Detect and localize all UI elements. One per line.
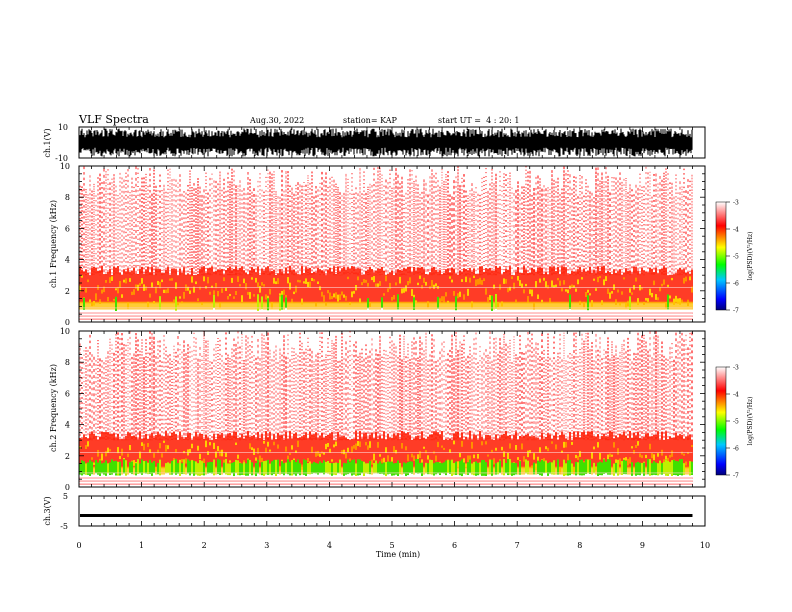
colorbar-tick-label: -5 (733, 419, 739, 426)
x-tick-labels: 0 1 2 3 4 5 6 7 8 9 10 (76, 541, 710, 550)
ch2-colorbar-gradient (715, 366, 727, 476)
x-tick-label: 0 (76, 541, 81, 550)
ch2-spectrogram-image (79, 331, 693, 486)
ch2-colorbar: -3 -4 -5 -6 -7 log(PSD)(V²/Hz) (715, 365, 754, 480)
x-tick-label: 5 (389, 541, 394, 550)
colorbar-tick-label: -6 (733, 446, 739, 453)
ch1-waveform-ylabel: ch.1(V) (43, 128, 52, 157)
x-tick-label: 4 (327, 541, 332, 550)
start-time-label: start UT = 4 : 20: 1 (438, 116, 519, 125)
ch2-spectrogram-xticks (78, 331, 706, 487)
colorbar-tick-label: -6 (733, 281, 739, 288)
figure-title: VLF Spectra (78, 113, 149, 126)
y-tick-label: 2 (65, 287, 70, 296)
y-tick-label: 4 (65, 421, 70, 430)
y-tick-label: 0 (65, 318, 70, 327)
ch3-waveform-ylabel: ch.3(V) (43, 496, 52, 525)
ch3-waveform-ytick-top: 5 (63, 492, 68, 501)
ch3-waveform-ytick-bottom: -5 (60, 522, 68, 531)
x-tick-label: 1 (139, 541, 144, 550)
ch1-waveform-path (79, 128, 693, 157)
ch1-spectrogram-yticks: 0 2 4 6 8 10 (60, 162, 705, 327)
x-tick-label: 2 (202, 541, 207, 550)
ch3-waveform-trace (80, 514, 693, 517)
ch1-waveform-trace (79, 128, 693, 157)
y-tick-label: 8 (65, 358, 70, 367)
ch1-waveform-xticks (78, 127, 706, 158)
x-axis-label: Time (min) (376, 550, 420, 559)
ch2-spectrogram-panel: 0 2 4 6 8 10 ch.2 Frequency (kHz) (49, 327, 706, 492)
colorbar-tick-label: -7 (733, 473, 739, 480)
y-tick-label: 6 (65, 224, 70, 233)
x-tick-label: 7 (515, 541, 520, 550)
ch1-waveform-ytick-bottom: -10 (55, 154, 68, 163)
y-tick-label: 6 (65, 389, 70, 398)
y-tick-label: 8 (65, 193, 70, 202)
station-label: station= KAP (343, 116, 398, 125)
y-tick-label: 0 (65, 483, 70, 492)
ch2-spectrogram-yticks: 0 2 4 6 8 10 (60, 327, 705, 492)
x-tick-label: 10 (700, 541, 710, 550)
colorbar-tick-label: -3 (733, 365, 739, 372)
colorbar-tick-label: -4 (733, 392, 739, 399)
colorbar-tick-label: -4 (733, 227, 739, 234)
x-tick-label: 8 (577, 541, 582, 550)
y-tick-label: 10 (60, 327, 70, 336)
x-tick-label: 6 (452, 541, 457, 550)
ch1-spectrogram-xticks (78, 166, 706, 322)
ch3-waveform-xticks (78, 496, 706, 526)
ch1-spectrogram-ylabel: ch.1 Frequency (kHz) (49, 200, 58, 288)
ch1-waveform-ytick-top: 10 (58, 123, 68, 132)
ch1-colorbar-label: log(PSD)(V²/Hz) (747, 232, 754, 281)
date-label: Aug.30, 2022 (249, 116, 304, 125)
y-tick-label: 2 (65, 452, 70, 461)
colorbar-tick-label: -5 (733, 254, 739, 261)
colorbar-tick-label: -7 (733, 308, 739, 315)
ch1-colorbar: -3 -4 -5 -6 -7 log(PSD)(V²/Hz) (715, 200, 754, 315)
ch1-colorbar-gradient (715, 201, 727, 311)
ch1-colorbar-ticks: -3 -4 -5 -6 -7 (726, 200, 739, 315)
ch2-colorbar-ticks: -3 -4 -5 -6 -7 (726, 365, 739, 480)
ch1-waveform-panel: ch.1(V) 10 -10 (43, 123, 706, 163)
ch2-spectrogram-ylabel: ch.2 Frequency (kHz) (49, 364, 58, 452)
x-tick-label: 9 (640, 541, 645, 550)
ch2-colorbar-label: log(PSD)(V²/Hz) (747, 397, 754, 446)
ch1-spectrogram-panel: 0 2 4 6 8 10 ch.1 Frequency (kHz) (49, 162, 706, 327)
y-tick-label: 10 (60, 162, 70, 171)
colorbar-tick-label: -3 (733, 200, 739, 207)
y-tick-label: 4 (65, 256, 70, 265)
ch1-spectrogram-image (79, 166, 693, 321)
ch3-waveform-panel: ch.3(V) 5 -5 (43, 492, 706, 531)
x-tick-label: 3 (264, 541, 269, 550)
